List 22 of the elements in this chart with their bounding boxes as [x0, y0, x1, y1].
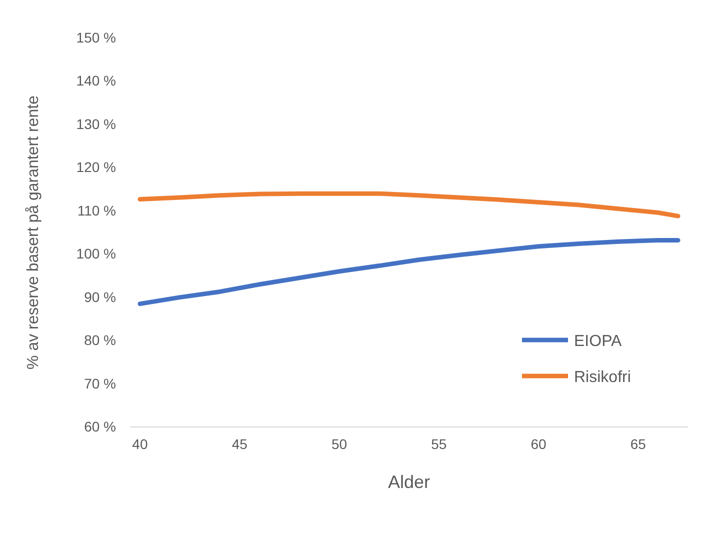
y-tick-label: 150 % — [76, 29, 116, 46]
y-tick-label: 90 % — [84, 288, 116, 305]
x-tick-label: 40 — [132, 436, 148, 452]
line-series — [138, 191, 680, 218]
legend-label: EIOPA — [574, 333, 622, 350]
y-tick-label: 100 % — [76, 246, 116, 262]
x-tick-label: 65 — [630, 436, 646, 452]
x-tick-label: 45 — [232, 436, 248, 452]
x-axis-title: Alder — [388, 472, 430, 492]
x-tick-label: 50 — [331, 436, 348, 452]
y-axis-title: % av reserve basert på garantert rente — [25, 95, 42, 370]
legend-label: Risikofri — [574, 369, 631, 386]
x-tick-label: 60 — [530, 436, 547, 452]
y-tick-label: 140 % — [76, 72, 116, 89]
y-tick-label: 130 % — [76, 116, 116, 132]
y-tick-label: 60 % — [84, 418, 116, 434]
y-tick-label: 110 % — [77, 202, 116, 218]
y-tick-label: 80 % — [84, 332, 116, 348]
y-tick-label: 120 % — [76, 159, 116, 176]
y-tick-label: 70 % — [84, 375, 116, 392]
x-tick-label: 55 — [431, 436, 447, 452]
line-series — [138, 238, 680, 306]
